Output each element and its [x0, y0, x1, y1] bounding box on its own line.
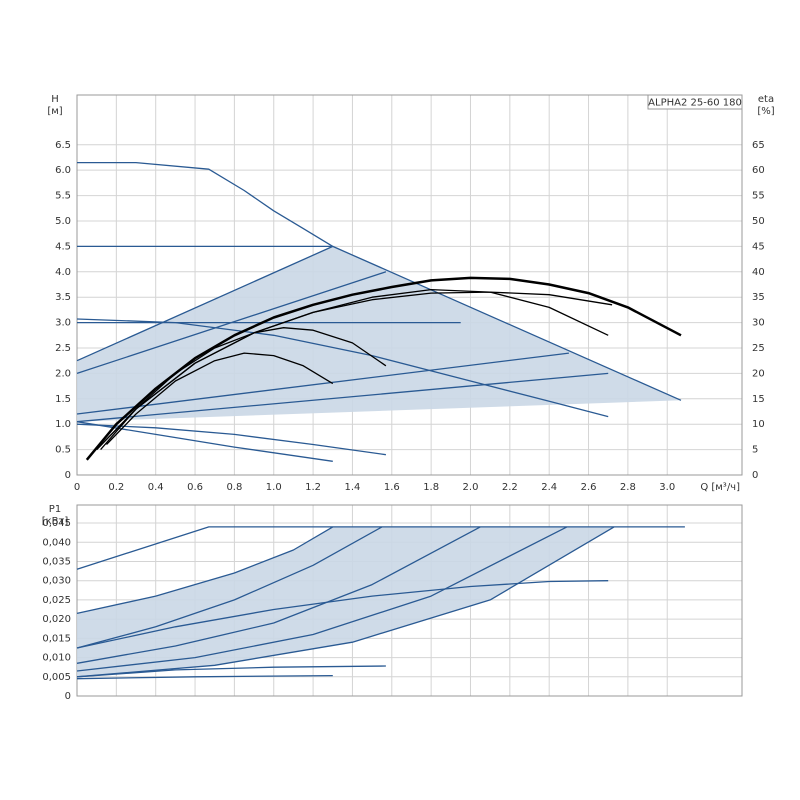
- y-tick-label: 0,005: [42, 672, 71, 683]
- y-tick-label: 0: [65, 691, 71, 702]
- curve: [76, 580, 609, 649]
- curve: [76, 423, 386, 456]
- y-axis-label: P1: [49, 504, 61, 515]
- y-tick-label: 0,020: [42, 614, 71, 625]
- y-tick-label: 2.0: [55, 368, 71, 379]
- y2-axis-unit: [%]: [757, 106, 774, 117]
- y2-tick-label: 30: [752, 318, 765, 329]
- curve: [76, 421, 333, 462]
- curve: [76, 674, 333, 680]
- plot-frame: [76, 504, 743, 697]
- x-tick-label: 2.2: [502, 482, 518, 493]
- y2-axis-label: eta: [758, 94, 774, 105]
- curve: [76, 526, 383, 649]
- y2-tick-label: 65: [752, 140, 765, 151]
- y-tick-label: 0.5: [55, 445, 71, 456]
- annotation: ALPHA2 25-60 180: [648, 98, 742, 109]
- curve: [76, 245, 334, 362]
- plot-frame: [76, 94, 743, 476]
- y2-tick-label: 35: [752, 292, 765, 303]
- annotation-box: [647, 94, 743, 110]
- y-tick-label: 3.5: [55, 292, 71, 303]
- x-tick-label: 2.4: [541, 482, 557, 493]
- x-axis-label: Q [м³/ч]: [700, 482, 740, 493]
- y-tick-label: 5.0: [55, 216, 71, 227]
- y2-tick-label: 40: [752, 267, 765, 278]
- x-tick-label: 0: [74, 482, 80, 493]
- x-tick-label: 1.0: [266, 482, 282, 493]
- shaded-area: [77, 526, 615, 677]
- y-axis-unit: [кВт]: [42, 516, 69, 527]
- y2-tick-label: 55: [752, 191, 765, 202]
- y-tick-label: 1.0: [55, 419, 71, 430]
- y-tick-label: 6.5: [55, 140, 71, 151]
- curve: [76, 526, 685, 570]
- x-tick-label: 1.2: [305, 482, 321, 493]
- x-tick-label: 1.6: [384, 482, 400, 493]
- y-tick-label: 6.0: [55, 165, 71, 176]
- x-tick-label: 0.6: [187, 482, 203, 493]
- y-tick-label: 0,030: [42, 576, 71, 587]
- y-tick-label: 0,040: [42, 537, 71, 548]
- y-tick-label: 0,025: [42, 595, 71, 606]
- y2-tick-label: 10: [752, 419, 765, 430]
- efficiency-curve: [106, 352, 334, 445]
- y2-tick-label: 25: [752, 343, 765, 354]
- y2-tick-label: 5: [752, 445, 758, 456]
- y-tick-label: 0,010: [42, 653, 71, 664]
- efficiency-curve: [100, 327, 387, 451]
- curve: [76, 352, 569, 415]
- curve: [76, 526, 568, 672]
- y2-tick-label: 20: [752, 368, 765, 379]
- x-tick-label: 2.8: [620, 482, 636, 493]
- efficiency-curve: [96, 288, 609, 451]
- curve: [77, 161, 682, 401]
- y-axis-unit: [м]: [47, 106, 62, 117]
- y2-tick-label: 60: [752, 165, 765, 176]
- y2-tick-label: 0: [752, 470, 758, 481]
- shaded-area: [77, 246, 681, 422]
- y-tick-label: 0,045: [42, 518, 71, 529]
- x-tick-label: 0.4: [148, 482, 164, 493]
- y2-tick-label: 50: [752, 216, 765, 227]
- y-tick-label: 4.5: [55, 241, 71, 252]
- x-tick-label: 0.8: [226, 482, 242, 493]
- y-tick-label: 0: [65, 470, 71, 481]
- y-tick-label: 0,015: [42, 633, 71, 644]
- y-tick-label: 5.5: [55, 191, 71, 202]
- curve: [76, 526, 615, 678]
- x-tick-label: 2.6: [581, 482, 597, 493]
- x-tick-label: 2.0: [463, 482, 479, 493]
- y-tick-label: 0,035: [42, 556, 71, 567]
- x-tick-label: 0.2: [108, 482, 124, 493]
- y-tick-label: 2.5: [55, 343, 71, 354]
- y-tick-label: 1.5: [55, 394, 71, 405]
- y-tick-label: 4.0: [55, 267, 71, 278]
- y2-tick-label: 45: [752, 241, 765, 252]
- x-tick-label: 1.4: [344, 482, 360, 493]
- curve: [76, 665, 386, 678]
- y-axis-label: H: [51, 94, 59, 105]
- x-tick-label: 1.8: [423, 482, 439, 493]
- curve: [76, 526, 334, 615]
- y2-tick-label: 15: [752, 394, 765, 405]
- curve: [76, 372, 609, 423]
- y-tick-label: 3.0: [55, 318, 71, 329]
- curve: [76, 526, 481, 664]
- x-tick-label: 3.0: [659, 482, 675, 493]
